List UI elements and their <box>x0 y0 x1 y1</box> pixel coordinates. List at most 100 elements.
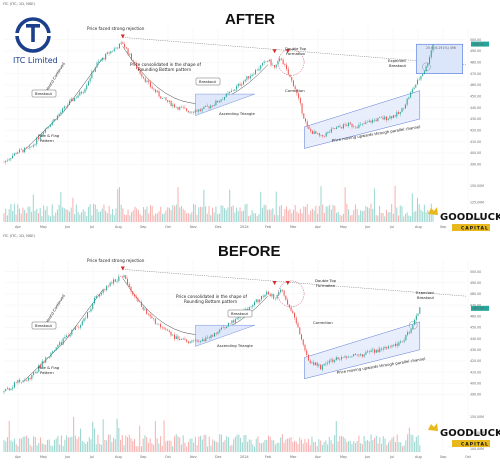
volume-bar <box>38 213 39 222</box>
candle-body <box>64 106 65 108</box>
volume-bar <box>411 435 412 452</box>
volume-bar <box>12 211 13 222</box>
candle-body <box>207 106 208 107</box>
candle-body <box>320 135 321 136</box>
candle-body <box>167 330 168 331</box>
volume-bar <box>203 190 204 222</box>
volume-bar <box>183 435 184 452</box>
candle-body <box>109 52 110 53</box>
after-current-price-text: 496.40 <box>473 42 484 46</box>
volume-bar <box>94 429 95 452</box>
after-rounding-label-2: Rounding Bottom pattern <box>138 67 191 72</box>
candle-body <box>322 135 323 136</box>
volume-bar <box>226 436 227 452</box>
volume-bar <box>93 204 94 222</box>
volume-bar <box>38 443 39 452</box>
watermark-sub-top: CAPITAL <box>461 226 489 232</box>
time-tick-label: Jul <box>389 225 394 229</box>
candle-body <box>365 352 366 354</box>
volume-bar <box>219 434 220 452</box>
volume-bar <box>22 208 23 222</box>
volume-bar <box>393 214 394 222</box>
candle-body <box>130 287 131 291</box>
volume-bar <box>134 439 135 452</box>
volume-bar <box>405 214 406 222</box>
candle-body <box>252 75 253 76</box>
candle-body <box>280 290 281 292</box>
candle-body <box>289 305 290 308</box>
volume-bar <box>243 211 244 222</box>
candle-body <box>300 98 301 103</box>
price-tick-label: 390.00 <box>470 393 481 397</box>
candle-body <box>269 60 270 62</box>
candle-body <box>271 294 272 296</box>
volume-bar <box>36 209 37 222</box>
volume-bar <box>157 213 158 222</box>
volume-bar <box>195 437 196 452</box>
volume-bar <box>296 212 297 222</box>
volume-bar <box>43 444 44 452</box>
volume-bar <box>242 442 243 452</box>
volume-bar <box>131 212 132 222</box>
volume-bar <box>119 187 120 222</box>
candle-body <box>411 329 412 333</box>
volume-bar <box>150 205 151 222</box>
volume-bar <box>177 187 178 222</box>
volume-bar <box>409 428 410 452</box>
candle-body <box>86 85 87 89</box>
volume-bar <box>402 446 403 452</box>
volume-bar <box>338 441 339 452</box>
candle-body <box>81 92 82 93</box>
volume-bar <box>400 205 401 222</box>
candle-body <box>19 150 20 153</box>
candle-body <box>414 88 415 90</box>
candle-body <box>10 158 11 159</box>
candle-body <box>317 363 318 366</box>
candle-body <box>64 337 65 338</box>
candle-body <box>369 351 370 352</box>
before-ascending-triangle-label: Ascending Triangle <box>217 343 253 348</box>
volume-bar <box>291 213 292 222</box>
time-tick-label: Mar <box>290 455 297 459</box>
before-expected-label-2: Breakout <box>417 295 435 300</box>
before-chart-title: BEFORE <box>218 243 281 260</box>
volume-bar <box>92 422 93 452</box>
candle-body <box>153 318 154 319</box>
volume-bar <box>52 204 53 222</box>
candle-body <box>12 387 13 388</box>
volume-bar <box>318 439 319 452</box>
candle-body <box>281 58 282 59</box>
volume-bar <box>306 442 307 452</box>
candle-body <box>169 330 170 331</box>
candle-body <box>410 92 411 97</box>
price-tick-label: 500.00 <box>470 270 481 274</box>
volume-bar <box>384 216 385 222</box>
volume-bar <box>383 436 384 452</box>
volume-bar <box>357 209 358 222</box>
candle-body <box>256 299 257 302</box>
volume-bar <box>369 441 370 452</box>
candle-body <box>50 125 51 127</box>
candle-body <box>355 354 356 355</box>
candle-body <box>358 355 359 356</box>
volume-bar <box>250 215 251 222</box>
volume-bar <box>148 213 149 222</box>
volume-bar <box>319 206 320 222</box>
volume-bar <box>207 447 208 452</box>
volume-bar <box>195 205 196 222</box>
candle-body <box>16 382 17 383</box>
candle-body <box>343 124 344 128</box>
volume-bar <box>308 439 309 452</box>
candle-body <box>50 353 51 357</box>
price-tick-label: 440.00 <box>470 337 481 341</box>
candle-body <box>252 305 253 307</box>
candle-body <box>305 119 306 122</box>
volume-bar <box>253 213 254 222</box>
volume-bar <box>174 436 175 452</box>
volume-bar <box>329 437 330 452</box>
volume-bar <box>130 438 131 452</box>
candle-body <box>217 101 218 103</box>
volume-bar <box>254 447 255 452</box>
candle-body <box>271 60 272 66</box>
volume-bar <box>145 209 146 222</box>
